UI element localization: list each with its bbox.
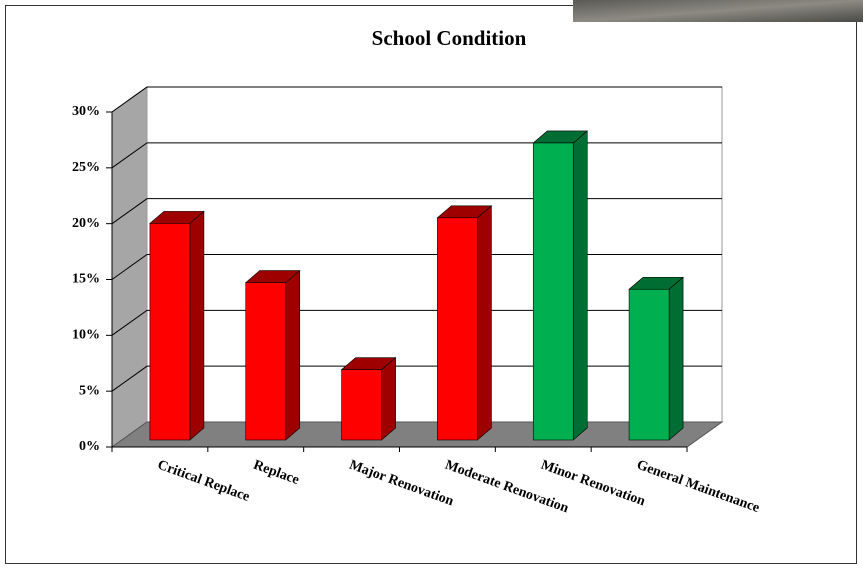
y-tick-label: 10% (72, 328, 100, 343)
y-tick-label: 25% (72, 160, 100, 175)
bar-side (381, 356, 396, 441)
y-tick-label: 20% (72, 216, 100, 231)
bar-side (572, 130, 588, 441)
grid-line (111, 198, 722, 225)
grid-line (111, 254, 722, 280)
y-tick-label: 0% (79, 439, 100, 454)
bar-side (477, 205, 492, 441)
bar-side (285, 269, 301, 441)
bar (149, 223, 191, 441)
grid-line (111, 309, 722, 336)
bar (532, 142, 574, 441)
grid-line (111, 86, 722, 113)
y-tick-label: 5% (79, 383, 100, 398)
grid-line (111, 365, 722, 392)
bar (341, 369, 382, 441)
photo (573, 0, 863, 22)
bar (437, 217, 478, 441)
grid-line (111, 142, 722, 169)
bar (245, 282, 287, 441)
bar (628, 288, 670, 441)
bar-side (668, 276, 684, 441)
bar-side (189, 210, 205, 441)
y-tick-label: 30% (72, 104, 100, 119)
chart-title: School Condition (372, 26, 527, 50)
y-tick-label: 15% (72, 272, 100, 287)
